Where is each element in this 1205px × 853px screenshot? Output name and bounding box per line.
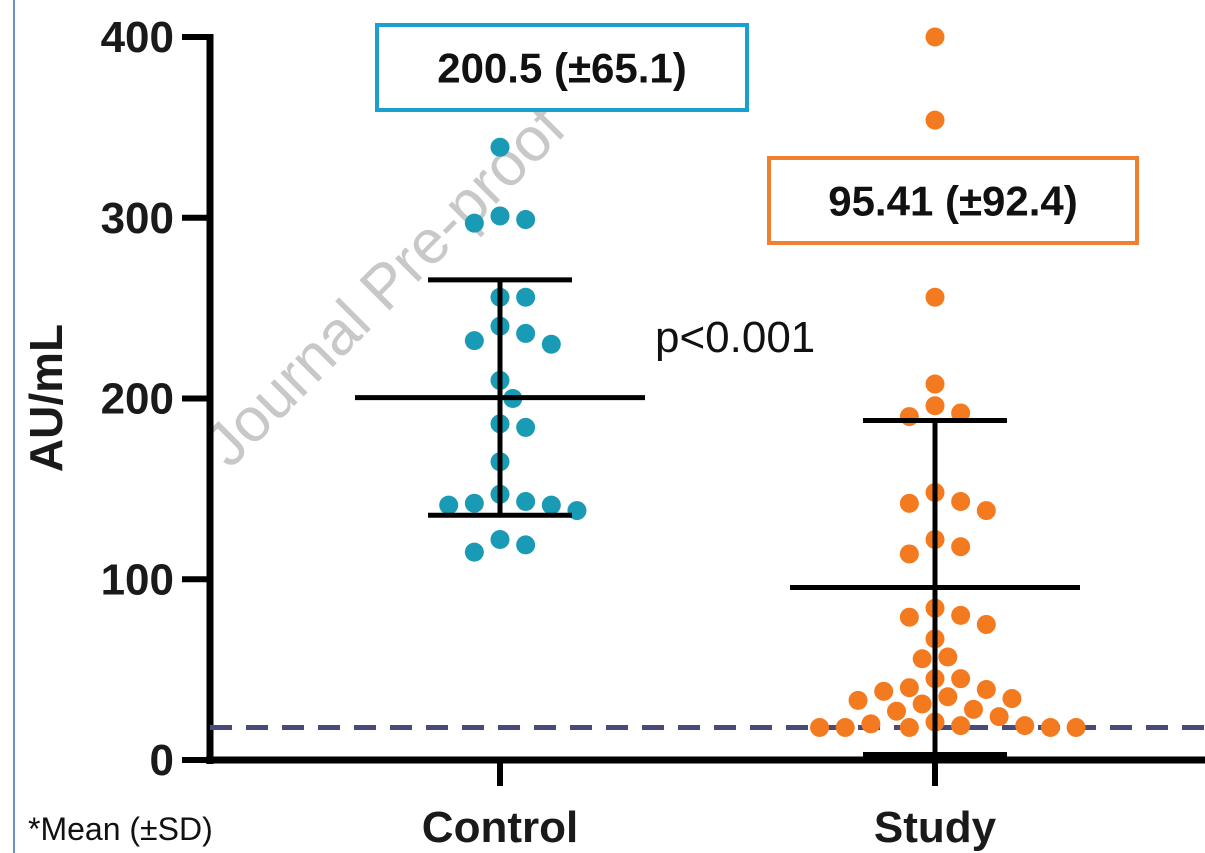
data-point-study <box>951 537 971 557</box>
data-point-study <box>1002 689 1022 709</box>
data-point-study <box>963 699 983 719</box>
data-point-study <box>848 690 868 710</box>
data-point-control <box>516 210 536 230</box>
data-point-study <box>912 649 932 669</box>
data-point-study <box>899 407 919 427</box>
mean-label-box-control <box>375 23 749 112</box>
data-point-study <box>925 287 945 307</box>
y-tick-label: 0 <box>150 736 174 785</box>
data-point-study <box>925 27 945 47</box>
data-point-study <box>951 403 971 423</box>
data-point-control <box>490 137 510 157</box>
data-point-study <box>899 493 919 513</box>
data-point-study <box>938 687 958 707</box>
data-point-control <box>439 495 459 515</box>
data-point-study <box>951 716 971 736</box>
data-point-control <box>541 495 561 515</box>
data-point-study <box>1066 717 1086 737</box>
data-point-study <box>861 714 881 734</box>
data-point-control <box>464 493 484 513</box>
data-point-study <box>951 605 971 625</box>
data-point-study <box>938 647 958 667</box>
data-point-control <box>464 331 484 351</box>
data-point-study <box>912 694 932 714</box>
data-point-control <box>516 323 536 343</box>
footnote-label: *Mean (±SD) <box>28 811 213 847</box>
data-point-study <box>899 678 919 698</box>
data-point-study <box>899 717 919 737</box>
data-point-study <box>925 396 945 416</box>
data-point-control <box>490 529 510 549</box>
data-point-study <box>951 669 971 689</box>
data-point-study <box>899 544 919 564</box>
data-point-control <box>567 501 587 521</box>
data-point-study <box>925 110 945 130</box>
data-point-study <box>835 717 855 737</box>
data-point-control <box>464 213 484 233</box>
data-point-study <box>925 374 945 394</box>
y-tick-label: 100 <box>101 555 174 604</box>
data-point-study <box>887 701 907 721</box>
y-axis-label: AU/mL <box>20 324 72 472</box>
data-point-study <box>874 681 894 701</box>
mean-label-box-study <box>767 156 1139 245</box>
mean-label-text-study: 95.41 (±92.4) <box>828 178 1078 225</box>
data-point-control <box>516 417 536 437</box>
y-tick-label: 400 <box>101 13 174 62</box>
data-point-study <box>989 707 1009 727</box>
data-point-control <box>541 334 561 354</box>
data-point-control <box>516 535 536 555</box>
p-value-label: p<0.001 <box>655 313 815 362</box>
mean-label-text-control: 200.5 (±65.1) <box>437 45 687 92</box>
data-point-control <box>490 206 510 226</box>
data-point-study <box>976 614 996 634</box>
data-point-study <box>810 717 830 737</box>
y-tick-label: 300 <box>101 194 174 243</box>
data-point-study <box>899 607 919 627</box>
data-point-study <box>951 492 971 512</box>
y-tick-label: 200 <box>101 375 174 424</box>
data-point-study <box>976 501 996 521</box>
x-category-label-study: Study <box>874 803 997 852</box>
data-point-study <box>1040 717 1060 737</box>
data-point-study <box>976 680 996 700</box>
data-point-control <box>516 492 536 512</box>
data-point-control <box>464 542 484 562</box>
data-point-control <box>516 287 536 307</box>
data-point-study <box>1015 716 1035 736</box>
x-category-label-control: Control <box>422 803 578 852</box>
